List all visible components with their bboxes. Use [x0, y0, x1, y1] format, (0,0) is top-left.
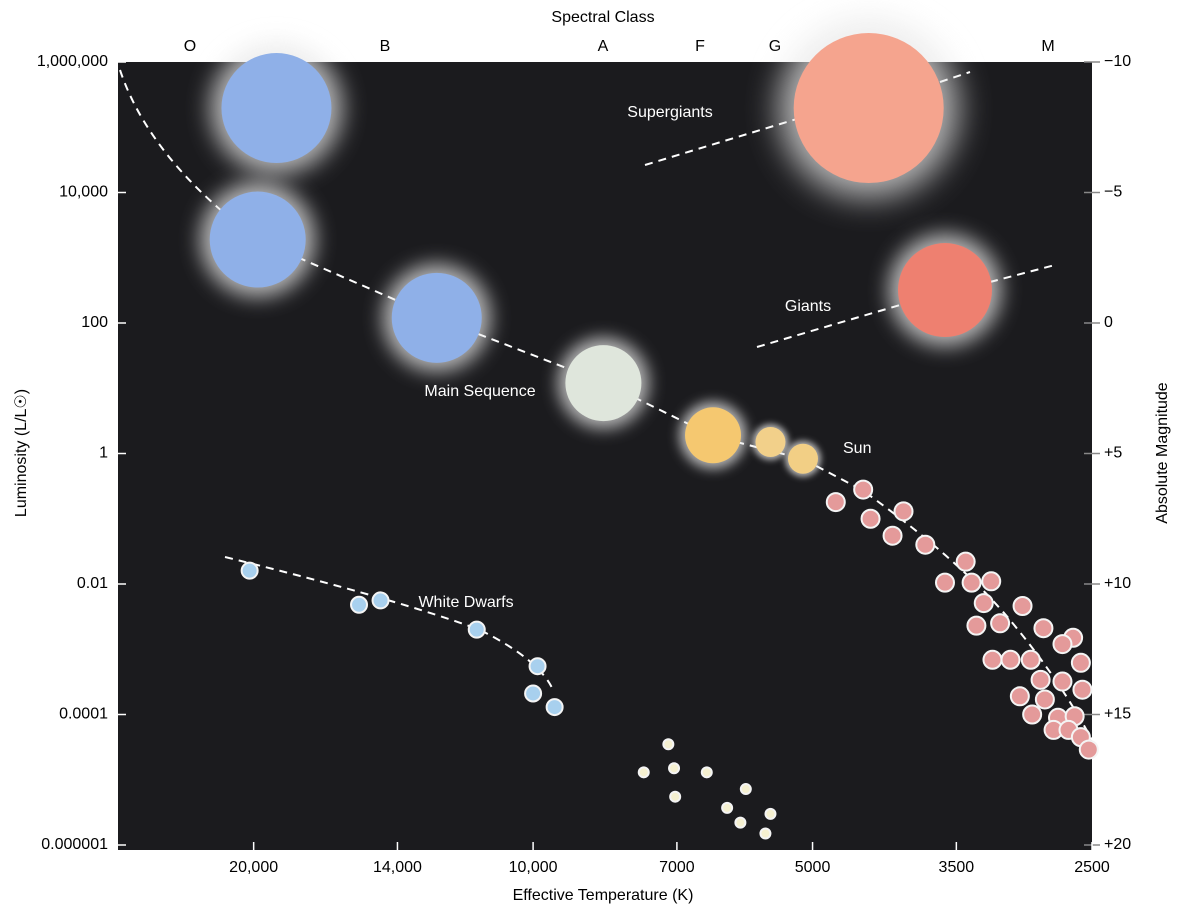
star: [934, 572, 955, 593]
star: [961, 572, 982, 593]
star: [221, 53, 332, 164]
star: [764, 807, 777, 820]
x-tick-label: 20,000: [229, 859, 278, 876]
star: [1033, 618, 1054, 639]
star: [467, 620, 486, 639]
star: [1052, 634, 1073, 655]
star: [528, 657, 547, 676]
star: [1078, 739, 1099, 760]
star: [700, 766, 713, 779]
star: [524, 684, 543, 703]
x-tick-label: 7000: [659, 859, 695, 876]
star: [1070, 652, 1091, 673]
star: [662, 738, 675, 751]
y-tick-label: 1,000,000: [37, 53, 108, 70]
y2-tick-label: −5: [1104, 184, 1122, 201]
star: [1072, 679, 1093, 700]
sun-label: Sun: [843, 440, 871, 457]
top-axis-title: Spectral Class: [551, 9, 654, 26]
star: [982, 649, 1003, 670]
y-tick-label: 1: [99, 445, 108, 462]
star: [759, 827, 772, 840]
star: [739, 783, 752, 796]
star: [825, 492, 846, 513]
y2-tick-label: +5: [1104, 445, 1122, 462]
y2-tick-label: −10: [1104, 53, 1131, 70]
star: [545, 698, 564, 717]
star: [1012, 596, 1033, 617]
star: [371, 591, 390, 610]
x-tick-label: 10,000: [509, 859, 558, 876]
star: [1022, 704, 1043, 725]
x-tick-label: 3500: [939, 859, 975, 876]
star: [755, 427, 786, 458]
star: [882, 525, 903, 546]
star: [637, 766, 650, 779]
y-tick-label: 100: [81, 314, 108, 331]
star: [1052, 671, 1073, 692]
spectral-class-label: A: [598, 38, 609, 55]
star: [981, 571, 1002, 592]
x-tick-label: 2500: [1074, 859, 1110, 876]
plot-background: [118, 62, 1092, 850]
star: [391, 272, 482, 363]
star: [1009, 686, 1030, 707]
spectral-class-label: G: [769, 38, 781, 55]
star: [966, 615, 987, 636]
star: [893, 501, 914, 522]
giant-curve: [756, 264, 1056, 348]
star: [915, 534, 936, 555]
star: [734, 816, 747, 829]
star: [240, 561, 259, 580]
star: [668, 762, 681, 775]
spectral-class-label: B: [380, 38, 391, 55]
star: [1020, 649, 1041, 670]
series-label: White Dwarfs: [418, 594, 513, 611]
star: [565, 345, 642, 422]
main-sequence-curve: [119, 69, 1093, 741]
y2-tick-label: +15: [1104, 706, 1131, 723]
y-tick-label: 0.0001: [59, 706, 108, 723]
y2-axis-label: Absolute Magnitude: [1154, 382, 1171, 524]
x-axis-label: Effective Temperature (K): [513, 887, 694, 904]
star: [990, 613, 1011, 634]
spectral-class-label: F: [695, 38, 705, 55]
y2-tick-label: 0: [1104, 314, 1113, 331]
star: [853, 479, 874, 500]
star: [669, 790, 682, 803]
y2-tick-label: +10: [1104, 575, 1131, 592]
star: [685, 407, 742, 464]
spectral-class-label: O: [184, 38, 196, 55]
star: [1030, 669, 1051, 690]
y-tick-label: 0.01: [77, 575, 108, 592]
series-label: Giants: [785, 298, 831, 315]
star: [787, 443, 818, 474]
series-label: Main Sequence: [424, 383, 535, 400]
y-axis-label: Luminosity (L/L☉): [13, 389, 30, 517]
star: [973, 593, 994, 614]
star: [1034, 689, 1055, 710]
series-label: Supergiants: [627, 104, 712, 121]
star: [897, 243, 992, 338]
y-tick-label: 0.000001: [41, 836, 108, 853]
star: [209, 191, 306, 288]
star: [793, 33, 944, 184]
star: [721, 801, 734, 814]
spectral-class-label: M: [1041, 38, 1054, 55]
star: [955, 551, 976, 572]
star: [350, 595, 369, 614]
star: [860, 508, 881, 529]
y2-tick-label: +20: [1104, 836, 1131, 853]
star: [1000, 649, 1021, 670]
x-tick-label: 14,000: [373, 859, 422, 876]
x-tick-label: 5000: [795, 859, 831, 876]
y-tick-label: 10,000: [59, 184, 108, 201]
